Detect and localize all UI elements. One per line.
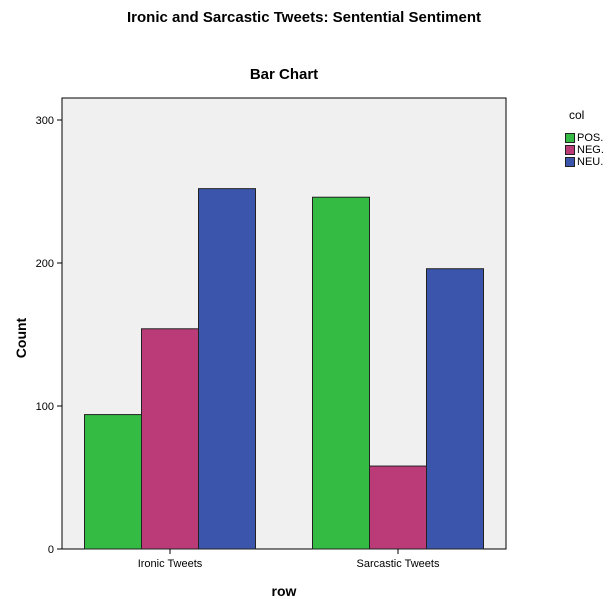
x-tick-label: Ironic Tweets (138, 558, 203, 570)
chart-title: Ironic and Sarcastic Tweets: Sentential … (127, 9, 481, 26)
legend-label: NEG. (577, 144, 604, 156)
legend: col POS. NEG. NEU. (565, 108, 604, 168)
legend-item: NEG. (565, 144, 604, 156)
bar-neu-0 (198, 188, 256, 550)
y-tick-label: 300 (36, 115, 54, 127)
legend-item: NEU. (565, 156, 604, 168)
y-tick-label: 200 (36, 258, 54, 270)
bar-neu-1 (426, 268, 484, 550)
legend-title: col (569, 108, 585, 122)
bar-pos-0 (84, 414, 142, 550)
bar-neg-0 (141, 328, 199, 550)
y-tick-label: 100 (36, 401, 54, 413)
x-axis-label: row (271, 583, 297, 599)
legend-label: NEU. (577, 156, 604, 168)
chart-subtitle: Bar Chart (249, 66, 319, 83)
legend-item: POS. (565, 132, 604, 144)
legend-swatch (565, 145, 575, 155)
bar-neg-1 (369, 465, 427, 550)
legend-label: POS. (577, 132, 604, 144)
legend-swatch (565, 133, 575, 143)
bar-pos-1 (312, 196, 370, 550)
x-tick-label: Sarcastic Tweets (357, 558, 440, 570)
legend-swatch (565, 157, 575, 167)
y-tick-label: 0 (48, 544, 54, 556)
